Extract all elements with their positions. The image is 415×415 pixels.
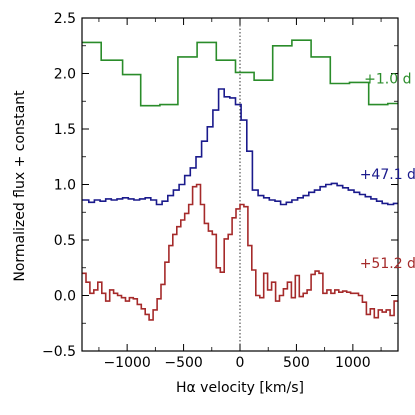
- series-line-1: [82, 39, 398, 107]
- y-tick-label: 2.0: [54, 67, 76, 83]
- x-tick-label: −1000: [103, 355, 150, 371]
- x-tick-label: −500: [164, 355, 202, 371]
- y-tick-label: −0.5: [42, 344, 76, 360]
- y-tick-label: 1.0: [54, 178, 76, 194]
- series-label-3: +51.2 d: [360, 256, 415, 272]
- ticks-layer: −1000 −500 0 500 1000 −0.5 0.0 0.5 1.0 1.5 2.0 2.5: [42, 11, 398, 371]
- series-labels-layer: +1.0 d +47.1 d +51.2 d: [360, 71, 415, 271]
- x-tick-label: 500: [283, 355, 310, 371]
- y-tick-label: 1.5: [54, 122, 76, 138]
- y-tick-label: 2.5: [54, 11, 76, 27]
- x-tick-label: 1000: [335, 355, 371, 371]
- series-line-3: [82, 183, 398, 321]
- y-tick-label: 0.5: [54, 233, 76, 249]
- x-axis-label: Hα velocity [km/s]: [176, 380, 304, 396]
- series-layer: [82, 39, 398, 321]
- series-label-2: +47.1 d: [360, 167, 415, 183]
- series-label-1: +1.0 d: [364, 71, 411, 87]
- series-line-2: [82, 88, 398, 206]
- y-axis-label: Normalized flux + constant: [12, 90, 28, 282]
- x-tick-label: 0: [236, 355, 245, 371]
- y-tick-label: 0.0: [54, 289, 76, 305]
